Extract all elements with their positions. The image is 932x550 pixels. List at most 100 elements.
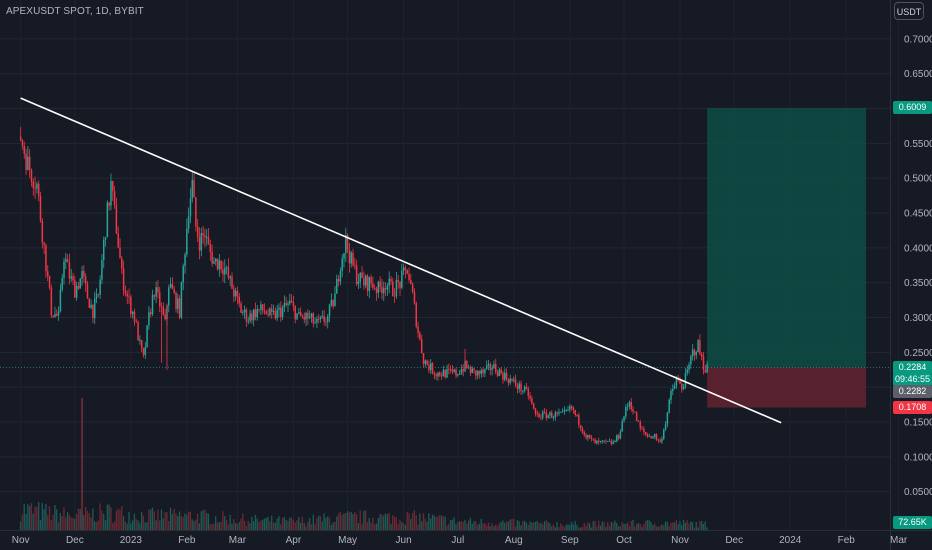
candle-body (59, 289, 62, 312)
volume-bar (312, 514, 314, 530)
volume-bar (628, 526, 631, 530)
candle-body (229, 276, 231, 278)
candle-body (175, 292, 177, 309)
candle-body (211, 251, 213, 264)
volume-bar (567, 524, 569, 530)
candle-body (410, 279, 412, 284)
candle-body (395, 279, 398, 297)
volume-bar (184, 513, 186, 530)
volume-bar (511, 519, 513, 530)
volume-bar (596, 526, 598, 530)
candle-body (124, 290, 127, 294)
loss-zone[interactable] (707, 367, 867, 408)
candle-body (83, 270, 85, 277)
candle-body (263, 310, 266, 312)
volume-bar (41, 502, 43, 530)
candle-body (540, 417, 542, 418)
volume-bar (626, 522, 629, 530)
volume-bar (635, 523, 638, 530)
volume-bar (525, 522, 528, 530)
candle-body (587, 435, 589, 438)
volume-bar (500, 521, 502, 530)
candle-body (384, 288, 387, 290)
y-tick-label: 0.7000 (904, 34, 932, 45)
volume-bar (402, 523, 405, 530)
volume-bar (278, 516, 280, 530)
volume-bar (682, 519, 685, 530)
volume-bar (498, 523, 500, 530)
volume-bar (625, 524, 627, 530)
volume-bar (469, 517, 472, 530)
candle-body (305, 312, 307, 320)
volume-bar (119, 509, 121, 530)
volume-bar (106, 504, 108, 530)
countdown-label: 09:46:55 (893, 372, 932, 386)
volume-bar (397, 523, 399, 530)
volume-bar (30, 503, 33, 530)
y-axis[interactable]: 0.70000.65000.60000.55000.50000.45000.40… (890, 0, 932, 550)
x-tick-label: Nov (12, 535, 30, 546)
currency-selector[interactable]: USDT (894, 2, 924, 20)
candle-body (375, 288, 378, 293)
volume-bar (551, 526, 553, 530)
candle-body (240, 303, 242, 313)
volume-bar (75, 513, 78, 530)
candle-body (639, 422, 642, 429)
volume-bar (61, 515, 63, 530)
symbol-title[interactable]: APEXUSDT SPOT, 1D, BYBIT (6, 6, 144, 17)
x-tick-label: Dec (66, 535, 84, 546)
candle-body (187, 216, 190, 229)
trendline-segment[interactable] (20, 97, 782, 424)
volume-bar (617, 526, 620, 530)
candle-body (52, 315, 54, 317)
candle-body (343, 253, 345, 259)
candle-body (234, 290, 237, 297)
candle-body (209, 243, 212, 252)
volume-bar (482, 523, 484, 530)
candle-body (498, 369, 501, 376)
candle-body (110, 181, 112, 206)
candle-body (173, 289, 175, 293)
candle-body (404, 267, 407, 270)
volume-bar (486, 525, 488, 530)
candle-body (473, 368, 475, 371)
trendline[interactable] (20, 97, 782, 424)
volume-bar (54, 504, 56, 530)
volume-bar (466, 523, 468, 530)
volume-bar (366, 521, 369, 530)
volume-bar (484, 523, 486, 530)
candle-body (572, 407, 575, 411)
volume-bar (135, 519, 137, 530)
volume-bar (428, 513, 430, 530)
volume-bar (455, 524, 457, 530)
volume-bar (292, 519, 295, 530)
current-price-label: 0.2284 (893, 360, 932, 374)
candle-body (195, 197, 197, 227)
position-zones[interactable] (0, 107, 890, 408)
candle-body (149, 312, 152, 315)
volume-bar (83, 514, 85, 530)
volume-bar (372, 517, 374, 530)
x-axis[interactable]: Nov Dec 2023 Feb Mar Apr May Jun Jul Aug Sep Oct Nov… (0, 530, 932, 547)
volume-bar (296, 520, 298, 530)
volume-bar (108, 504, 110, 530)
volume-bar (670, 522, 672, 530)
volume-bar (319, 516, 322, 530)
volume-bar (419, 513, 421, 530)
candle-body (146, 325, 148, 348)
volume-bar (207, 513, 210, 530)
candle-body (522, 391, 524, 392)
volume-bar (621, 522, 623, 530)
profit-zone[interactable] (707, 107, 867, 368)
volume-bar (570, 521, 573, 530)
volume-bar (178, 511, 181, 530)
volume-bar (554, 527, 556, 530)
volume-bar (699, 520, 701, 530)
volume-bar (289, 517, 291, 530)
volume-bar (558, 527, 560, 530)
volume-bar (215, 516, 217, 530)
volume-bar (457, 522, 459, 530)
candle-body (422, 353, 425, 364)
candle-body (189, 198, 192, 217)
